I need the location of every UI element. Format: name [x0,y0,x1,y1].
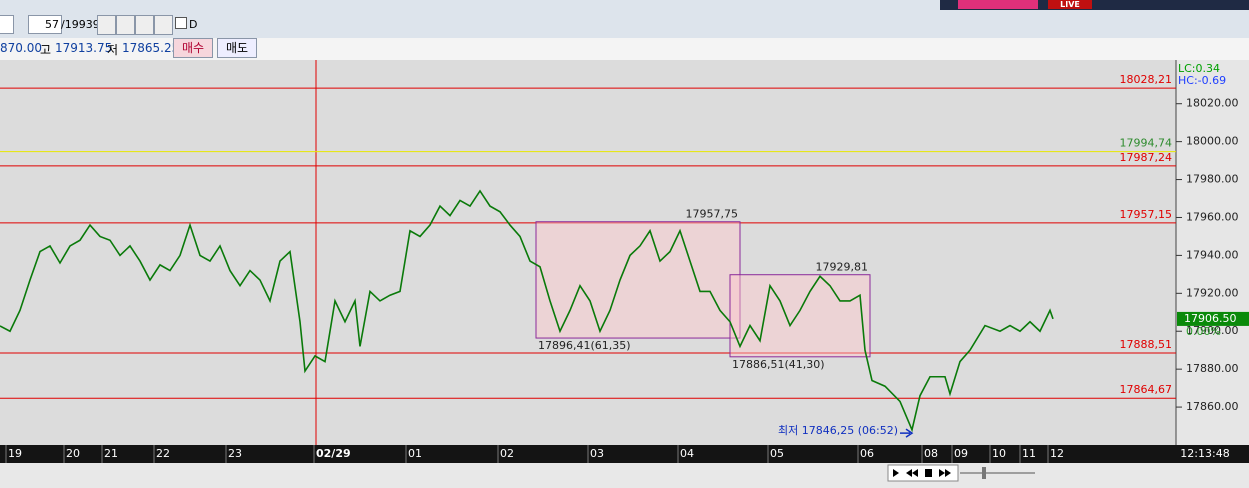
pink-button[interactable] [958,0,1038,9]
indicator: HC:-0.69 [1178,74,1226,87]
x-tick-label: 04 [680,447,694,460]
tool-button[interactable] [97,15,116,35]
y-tick-label: 18020.00 [1186,97,1239,110]
x-tick-label: 10 [992,447,1006,460]
x-tick-label: 11 [1022,447,1036,460]
x-tick-label: 06 [860,447,874,460]
playback-controls[interactable] [887,464,1035,482]
bottom-toolbar [0,463,1249,488]
price-line [0,189,1054,433]
checkbox[interactable] [175,17,187,29]
level-label: 17987,24 [1120,151,1173,164]
low-price: 17865.25 [122,41,180,55]
y-tick-label: 17940.00 [1186,248,1239,261]
last-price-box [1177,311,1249,326]
settings-button[interactable] [154,15,173,35]
top-strip [940,0,1249,10]
x-tick-label: 22 [156,447,170,460]
box-high-label: 17929,81 [816,261,869,274]
x-tick-label: 21 [104,447,118,460]
time-axis [0,445,1249,463]
x-tick-label: 20 [66,447,80,460]
combo[interactable] [0,15,14,34]
y-tick-label: 17920.00 [1186,286,1239,299]
y-tick-label: 17880.00 [1186,362,1239,375]
last-price-label: 17906.50 [1184,312,1237,325]
y-tick-label: 17900.00 [1186,324,1239,337]
quote-row: 870.00 고 17913.75 저 17865.25 매수 매도 [0,38,1249,60]
clock: 12:13:48 [1180,447,1229,460]
level-label: 17888,51 [1120,338,1173,351]
low-annotation: 최저 17846,25 (06:52) [778,424,898,437]
y-tick-label: 18000.00 [1186,135,1239,148]
plot-background [0,60,1176,445]
box-high-label: 17957,75 [686,208,739,221]
record-input[interactable]: 57 [28,15,62,34]
level-label: 17994,74 [1120,137,1173,150]
x-tick-label: 23 [228,447,242,460]
box-low-label: 17886,51(41,30) [732,358,825,371]
indicator: LC:0.34 [1178,62,1220,75]
checkbox-label: D [189,18,198,31]
live-badge[interactable]: LIVE [1048,0,1092,9]
chart: 12:13:48 17860.00 17880.00 17900.00 17920.0… [0,60,1249,488]
y-tick-label: 17980.00 [1186,173,1239,186]
buy-button[interactable]: 매수 [173,38,213,58]
x-tick-label: 19 [8,447,22,460]
level-label: 17957,15 [1120,208,1173,221]
open-price: 870.00 [0,41,42,55]
save-button[interactable] [135,15,154,35]
high-label: 고 [40,43,52,57]
low-arrow [900,428,914,438]
x-tick-label: 01 [408,447,422,460]
low-label: 저 [107,43,119,57]
x-tick-label: 02 [500,447,514,460]
tool-button[interactable] [116,15,135,35]
level-label: 18028,21 [1120,73,1173,86]
x-tick-label: 03 [590,447,604,460]
range-box [729,274,871,358]
y-tick-label: 17960.00 [1186,210,1239,223]
sell-button[interactable]: 매도 [217,38,257,58]
last-change: 0.00% [1186,325,1221,338]
high-price: 17913.75 [55,41,113,55]
toolbar: 57 /19939 D LIVE [0,0,1249,38]
axis-background [1176,60,1249,445]
range-box [535,221,741,339]
x-tick-label: 09 [954,447,968,460]
x-tick-label: 12 [1050,447,1064,460]
x-tick-label: 08 [924,447,938,460]
x-tick-label: 02/29 [316,447,351,460]
x-tick-label: 05 [770,447,784,460]
y-tick-label: 17860.00 [1186,400,1239,413]
box-low-label: 17896,41(61,35) [538,339,631,352]
record-total: /19939 [61,18,100,31]
level-label: 17864,67 [1120,383,1173,396]
